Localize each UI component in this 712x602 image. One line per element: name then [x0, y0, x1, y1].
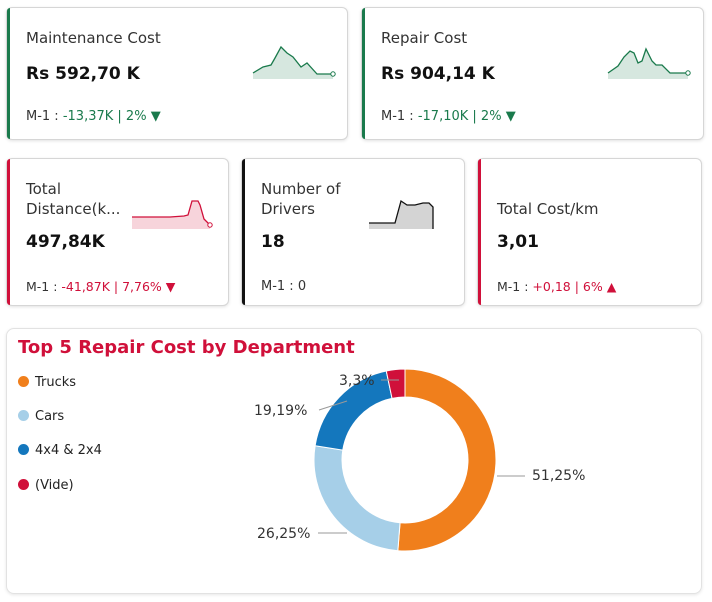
delta-prefix: M-1 :: [26, 109, 59, 124]
card-delta: M-1 : -13,37K | 2% ▼: [26, 109, 161, 124]
data-label: 19,19%: [254, 403, 307, 419]
legend-dot: [18, 410, 29, 421]
legend-item-vide[interactable]: (Vide): [18, 478, 74, 493]
card-label: Number of Drivers: [261, 179, 340, 219]
card-delta: M-1 : 0: [261, 279, 306, 294]
leader-line: [318, 400, 348, 411]
chart-title: Top 5 Repair Cost by Department: [18, 337, 355, 358]
slice-vide[interactable]: [385, 368, 406, 399]
down-arrow-icon: ▼: [150, 109, 161, 124]
sparkline-line: [369, 199, 434, 229]
delta-value: -17,10K | 2%: [417, 109, 502, 124]
legend-label: (Vide): [35, 478, 74, 493]
kpi-card-distance[interactable]: Total Distance(k... 497,84K M-1 : -41,87…: [6, 158, 229, 306]
legend-label: 4x4 & 2x4: [35, 443, 102, 458]
card-accent: [362, 8, 365, 139]
card-value: Rs 904,14 K: [381, 64, 495, 84]
card-label-line1: Total: [26, 180, 62, 198]
data-label: 26,25%: [257, 526, 310, 542]
card-label: Maintenance Cost: [26, 29, 161, 47]
card-delta: M-1 : +0,18 | 6% ▲: [497, 279, 616, 294]
sparkline: [252, 45, 336, 79]
legend-item-4x4[interactable]: 4x4 & 2x4: [18, 443, 102, 458]
legend-dot: [18, 479, 29, 490]
kpi-card-cost-per-km[interactable]: Total Cost/km 3,01 M-1 : +0,18 | 6% ▲: [477, 158, 702, 306]
card-delta: M-1 : -17,10K | 2% ▼: [381, 109, 516, 124]
donut-chart-card: Top 5 Repair Cost by Department Trucks C…: [6, 328, 702, 594]
card-accent: [478, 159, 481, 305]
sparkline-line: [132, 200, 211, 226]
card-value: Rs 592,70 K: [26, 64, 140, 84]
card-accent: [242, 159, 245, 305]
delta-prefix: M-1 :: [497, 279, 529, 294]
legend-label: Cars: [35, 409, 65, 424]
sparkline-endpoint: [330, 71, 336, 77]
card-value: 497,84K: [26, 232, 105, 252]
data-label: 51,25%: [532, 468, 585, 484]
sparkline: [369, 199, 434, 229]
legend-dot: [18, 444, 29, 455]
delta-prefix: M-1 :: [26, 279, 58, 294]
kpi-card-maintenance[interactable]: Maintenance Cost Rs 592,70 K M-1 : -13,3…: [6, 7, 348, 140]
card-delta: M-1 : -41,87K | 7,76% ▼: [26, 279, 175, 294]
legend-item-cars[interactable]: Cars: [18, 409, 64, 424]
slice-cars[interactable]: [313, 445, 401, 552]
sparkline-line: [607, 47, 688, 74]
delta-prefix: M-1 :: [381, 109, 414, 124]
card-label-line2: Distance(k...: [26, 200, 121, 218]
card-label: Total Distance(k...: [26, 179, 120, 219]
delta-value: -13,37K | 2%: [62, 109, 147, 124]
sparkline-area: [253, 47, 333, 79]
legend-label: Trucks: [35, 375, 77, 390]
donut-chart: 51,25% 26,25% 19,19% 3,3%: [254, 368, 585, 552]
card-label: Repair Cost: [381, 29, 468, 47]
card-value: 3,01: [497, 232, 539, 252]
sparkline: [132, 200, 213, 229]
card-label-line2: Drivers: [261, 200, 315, 218]
up-arrow-icon: ▲: [606, 279, 617, 294]
sparkline-area: [369, 201, 433, 229]
sparkline-line: [252, 45, 333, 75]
card-label: Total Cost/km: [497, 200, 599, 218]
sparkline-endpoint: [685, 70, 691, 76]
card-accent: [7, 8, 10, 139]
delta-value: +0,18 | 6%: [532, 279, 603, 294]
down-arrow-icon: ▼: [165, 279, 176, 294]
kpi-card-repair[interactable]: Repair Cost Rs 904,14 K M-1 : -17,10K | …: [361, 7, 704, 140]
legend-item-trucks[interactable]: Trucks: [18, 375, 76, 390]
card-label-line1: Number of: [261, 180, 341, 198]
down-arrow-icon: ▼: [505, 109, 516, 124]
data-label: 3,3%: [339, 373, 375, 389]
card-accent: [7, 159, 10, 305]
kpi-card-drivers[interactable]: Number of Drivers 18 M-1 : 0: [241, 158, 465, 306]
legend-dot: [18, 376, 29, 387]
sparkline: [607, 47, 691, 79]
sparkline-endpoint: [207, 222, 213, 228]
sparkline-area: [132, 201, 210, 229]
delta-prefix: M-1 : 0: [261, 279, 307, 294]
card-value: 18: [261, 232, 285, 252]
slice-trucks[interactable]: [397, 368, 497, 552]
delta-value: -41,87K | 7,76%: [61, 279, 162, 294]
